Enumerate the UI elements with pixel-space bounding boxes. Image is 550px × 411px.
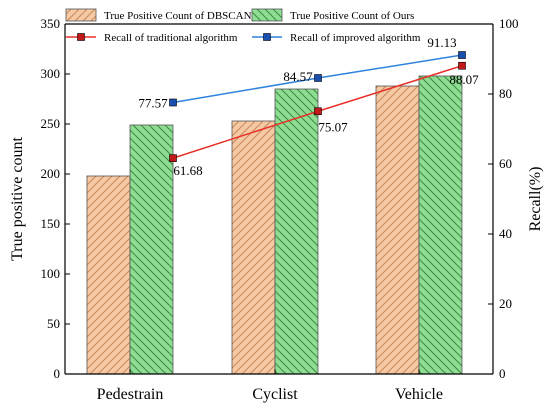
bar-dbscan-2 <box>375 85 420 375</box>
data-label-traditional-2: 88.07 <box>449 72 479 87</box>
bar-ours-0 <box>129 124 174 375</box>
y-tick-left-label-3: 150 <box>41 216 61 231</box>
data-label-traditional-0: 61.68 <box>173 163 202 178</box>
plot-area: 0 50 100 150 200 250 300 350 0 20 40 60 80 100 Pedestr… <box>9 8 544 403</box>
y-tick-right-label-1: 20 <box>499 296 512 311</box>
x-tick-label-1: Cyclist <box>252 386 298 403</box>
y-tick-right-label-0: 0 <box>499 366 506 381</box>
y-tick-right-label-4: 80 <box>499 86 512 101</box>
y-tick-right-label-5: 100 <box>499 16 519 31</box>
bar-dbscan-1 <box>231 120 276 375</box>
legend-swatch-dbscan <box>65 8 97 22</box>
y-tick-left-label-5: 250 <box>41 116 61 131</box>
legend-label-improved: Recall of improved algorithm <box>290 32 421 44</box>
x-tick-label-2: Vehicle <box>395 386 443 403</box>
y-tick-left-label-1: 50 <box>47 316 60 331</box>
y-tick-left-label-0: 0 <box>54 366 61 381</box>
data-label-improved-1: 84.57 <box>283 69 313 84</box>
data-label-improved-2: 91.13 <box>427 35 456 50</box>
y-axis-title-left: True positive count <box>9 137 26 261</box>
y-tick-right-label-2: 40 <box>499 226 512 241</box>
marker-improved-0 <box>169 98 177 107</box>
legend-swatch-ours <box>251 8 283 22</box>
bar-dbscan-0 <box>86 175 131 375</box>
data-label-traditional-1: 75.07 <box>318 119 348 134</box>
legend-label-ours: True Positive Count of Ours <box>290 10 414 22</box>
bar-ours-2 <box>418 75 463 375</box>
legend-marker-traditional <box>77 33 85 41</box>
legend-marker-improved <box>263 33 271 41</box>
y-axis-title-right: Recall(%) <box>527 167 544 232</box>
y-tick-left-label-7: 350 <box>41 16 61 31</box>
y-tick-right-label-3: 60 <box>499 156 512 171</box>
data-label-improved-0: 77.57 <box>138 96 168 111</box>
y-tick-left-label-4: 200 <box>41 166 61 181</box>
bar-ours-1 <box>274 88 319 375</box>
y-tick-left-label-2: 100 <box>41 266 61 281</box>
x-tick-label-0: Pedestrain <box>97 386 164 403</box>
marker-traditional-2 <box>458 61 466 70</box>
marker-traditional-0 <box>169 154 177 162</box>
marker-improved-1 <box>314 74 322 82</box>
legend-label-traditional: Recall of traditional algorithm <box>104 32 238 44</box>
marker-traditional-1 <box>314 107 322 116</box>
marker-improved-2 <box>458 51 466 59</box>
legend-label-dbscan: True Positive Count of DBSCAN <box>104 10 252 22</box>
y-tick-left-label-6: 300 <box>41 66 61 81</box>
